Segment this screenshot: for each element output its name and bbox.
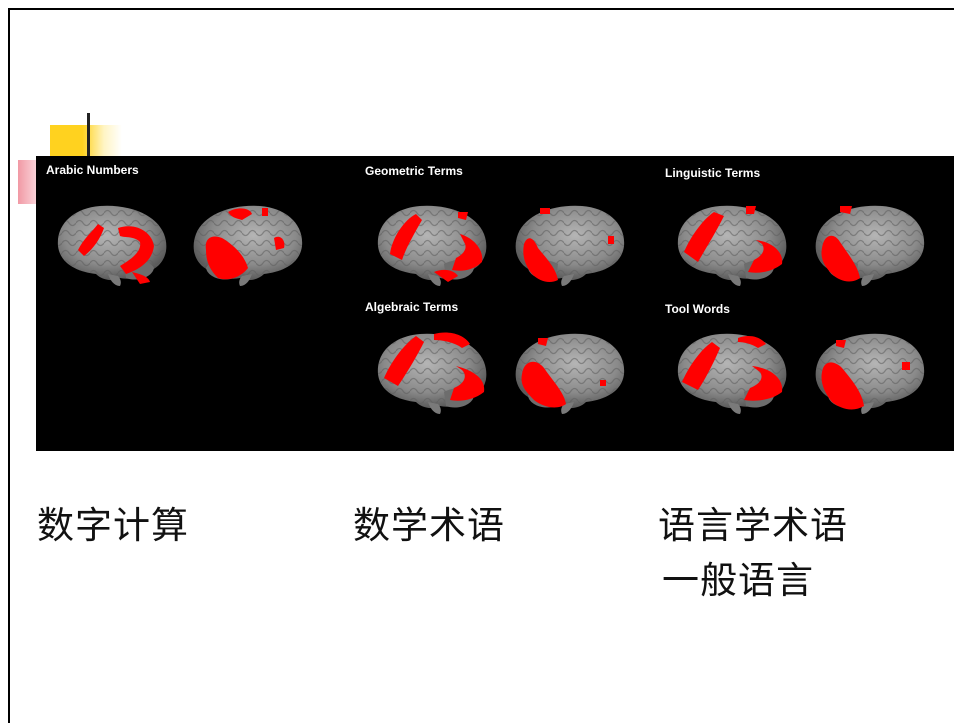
brain-left-linguistic-terms: [668, 198, 792, 286]
brain-right-geometric-terms: [510, 198, 634, 286]
caption-general-language: 一般语言: [662, 559, 814, 602]
label-tool-words: Tool Words: [665, 302, 730, 316]
label-geometric-terms: Geometric Terms: [365, 164, 463, 178]
caption-math-terms: 数学术语: [353, 504, 505, 547]
label-linguistic-terms: Linguistic Terms: [665, 166, 761, 180]
slide-frame: [8, 8, 954, 723]
brain-left-geometric-terms: [368, 198, 492, 286]
brain-right-arabic-numbers: [188, 198, 312, 286]
brain-left-algebraic-terms: [368, 332, 492, 414]
brain-right-linguistic-terms: [810, 198, 934, 286]
brain-left-arabic-numbers: [48, 198, 172, 286]
brain-left-tool-words: [668, 326, 792, 414]
caption-number-calculation: 数字计算: [37, 504, 189, 547]
fmri-results-panel: Arabic Numbers Geometric Terms Linguisti…: [36, 156, 954, 451]
caption-linguistic-terms: 语言学术语: [658, 504, 848, 547]
brain-right-algebraic-terms: [510, 326, 634, 414]
decorative-yellow-block: [50, 125, 122, 159]
decorative-vertical-line: [87, 113, 90, 159]
label-algebraic-terms: Algebraic Terms: [365, 300, 459, 314]
brain-right-tool-words: [810, 326, 934, 414]
label-arabic-numbers: Arabic Numbers: [46, 163, 139, 177]
